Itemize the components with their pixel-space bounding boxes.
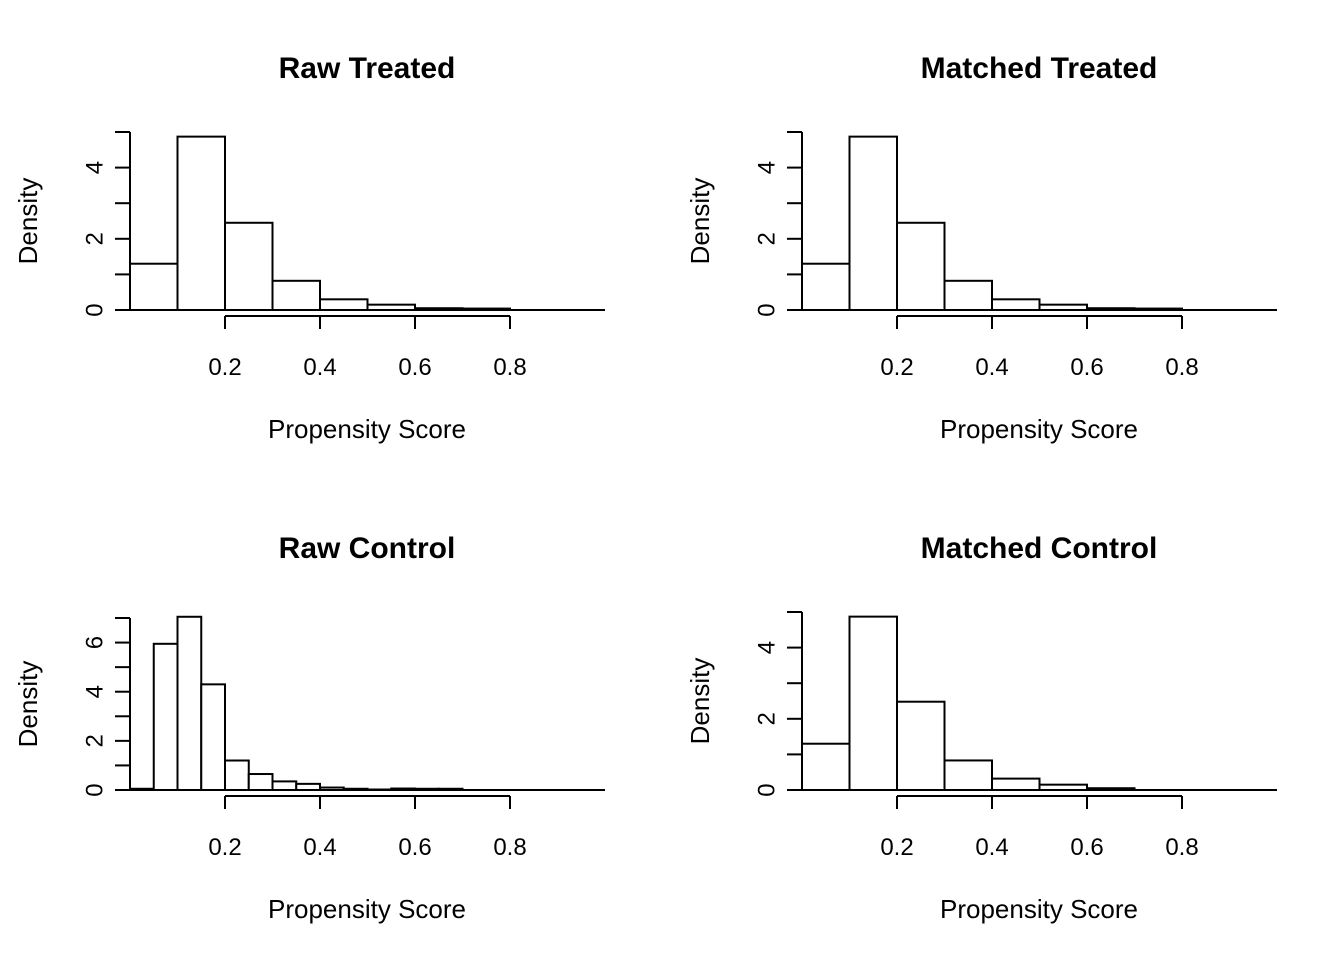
x-tick-label: 0.2 <box>880 354 913 381</box>
histogram-bar <box>129 262 179 311</box>
y-tick-label: 4 <box>81 685 108 698</box>
histogram-bar <box>224 221 274 311</box>
y-tick-label: 2 <box>753 712 780 725</box>
y-tick-label: 4 <box>753 161 780 174</box>
y-tick-label: 4 <box>753 641 780 654</box>
x-tick-label: 0.4 <box>975 834 1008 861</box>
histogram-bar <box>896 700 946 791</box>
x-axis-label: Propensity Score <box>268 894 466 924</box>
histogram-bar <box>991 777 1041 791</box>
x-tick-label: 0.4 <box>975 354 1008 381</box>
x-tick-label: 0.4 <box>303 834 336 861</box>
x-tick-label: 0.2 <box>880 834 913 861</box>
chart-title: Raw Control <box>279 532 456 565</box>
chart-title: Matched Treated <box>921 52 1158 85</box>
y-axis-label: Density <box>13 661 43 748</box>
histogram-bar <box>271 780 298 792</box>
y-tick-label: 0 <box>81 783 108 796</box>
histogram-bar <box>224 759 250 791</box>
x-tick-label: 0.6 <box>398 354 431 381</box>
x-axis-label: Propensity Score <box>940 414 1138 444</box>
y-tick-label: 0 <box>753 783 780 796</box>
histogram-bar <box>271 279 321 312</box>
x-axis-label: Propensity Score <box>268 414 466 444</box>
x-tick-label: 0.8 <box>493 354 526 381</box>
histogram-bar <box>801 262 851 311</box>
x-tick-label: 0.6 <box>1070 834 1103 861</box>
y-axis-label: Density <box>685 178 715 265</box>
x-axis-label: Propensity Score <box>940 894 1138 924</box>
chart-title: Matched Control <box>921 532 1158 565</box>
panel-raw-treated: Raw Treated 0 2 4 Density 0.2 0.4 0.6 0.8 Propens… <box>13 52 605 444</box>
panel-raw-control: Raw Control 0 2 4 6 Density 0.2 0.4 0.6 0.8 Propen… <box>13 532 605 924</box>
histogram-bar <box>943 279 993 312</box>
y-tick-label: 0 <box>753 303 780 316</box>
y-tick-label: 4 <box>81 161 108 174</box>
chart-title: Raw Treated <box>279 52 456 85</box>
y-tick-label: 2 <box>753 232 780 245</box>
x-tick-label: 0.2 <box>208 354 241 381</box>
histogram-bar <box>848 615 898 791</box>
y-tick-label: 2 <box>81 232 108 245</box>
y-tick-label: 0 <box>81 303 108 316</box>
histogram-bar <box>991 298 1041 312</box>
panel-matched-treated: Matched Treated 0 2 4 Density 0.2 0.4 0.6 0.8 Pro… <box>685 52 1277 444</box>
panel-matched-control: Matched Control 0 2 4 Density 0.2 0.4 0.6 0.8 Pro… <box>685 532 1277 924</box>
histogram-bar <box>247 773 274 791</box>
x-tick-label: 0.6 <box>398 834 431 861</box>
y-tick-label: 6 <box>81 636 108 649</box>
y-axis-label: Density <box>685 658 715 745</box>
histogram-bar <box>848 135 898 311</box>
histogram-bar <box>152 642 179 791</box>
histogram-bar <box>176 615 203 791</box>
y-axis-label: Density <box>13 178 43 265</box>
x-tick-label: 0.8 <box>1165 354 1198 381</box>
x-tick-label: 0.8 <box>493 834 526 861</box>
x-tick-label: 0.2 <box>208 834 241 861</box>
histogram-bar <box>200 683 226 791</box>
y-tick-label: 2 <box>81 734 108 747</box>
x-tick-label: 0.8 <box>1165 834 1198 861</box>
histogram-bar <box>319 298 369 312</box>
histogram-bar <box>176 135 226 311</box>
x-tick-label: 0.6 <box>1070 354 1103 381</box>
histogram-bar <box>943 759 993 792</box>
x-tick-label: 0.4 <box>303 354 336 381</box>
histogram-bar <box>896 221 946 311</box>
histogram-bar <box>801 742 851 791</box>
